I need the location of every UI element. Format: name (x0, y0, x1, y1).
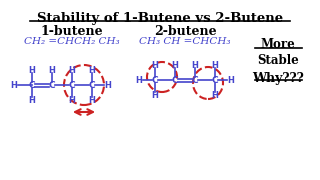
Text: C: C (89, 80, 95, 89)
Text: CH₃ CH =CHCH₃: CH₃ CH =CHCH₃ (139, 37, 231, 46)
Text: Stability of 1-Butene vs 2-Butene: Stability of 1-Butene vs 2-Butene (37, 12, 283, 25)
Text: C: C (172, 75, 178, 84)
Text: H: H (228, 75, 235, 84)
Text: H: H (136, 75, 142, 84)
Text: More
Stable: More Stable (257, 38, 299, 67)
Text: C: C (49, 80, 55, 89)
Text: C: C (152, 75, 158, 84)
Text: H: H (105, 80, 111, 89)
Text: H: H (152, 60, 158, 69)
Text: C: C (29, 80, 35, 89)
Text: H: H (28, 96, 36, 105)
Text: H: H (152, 91, 158, 100)
Text: C: C (192, 75, 198, 84)
Text: H: H (68, 96, 76, 105)
Text: H: H (89, 96, 95, 105)
Text: H: H (28, 66, 36, 75)
Text: C: C (212, 75, 218, 84)
Text: H: H (68, 66, 76, 75)
Text: H: H (212, 91, 219, 100)
Text: 1-butene: 1-butene (41, 25, 103, 38)
Text: H: H (172, 60, 179, 69)
Text: 2-butene: 2-butene (154, 25, 216, 38)
Text: H: H (192, 60, 198, 69)
Text: H: H (49, 66, 55, 75)
Text: H: H (11, 80, 17, 89)
Text: H: H (212, 60, 219, 69)
Text: Why???: Why??? (252, 72, 304, 85)
Text: H: H (89, 66, 95, 75)
Text: CH₂ =CHCH₂ CH₃: CH₂ =CHCH₂ CH₃ (24, 37, 120, 46)
Text: C: C (69, 80, 75, 89)
